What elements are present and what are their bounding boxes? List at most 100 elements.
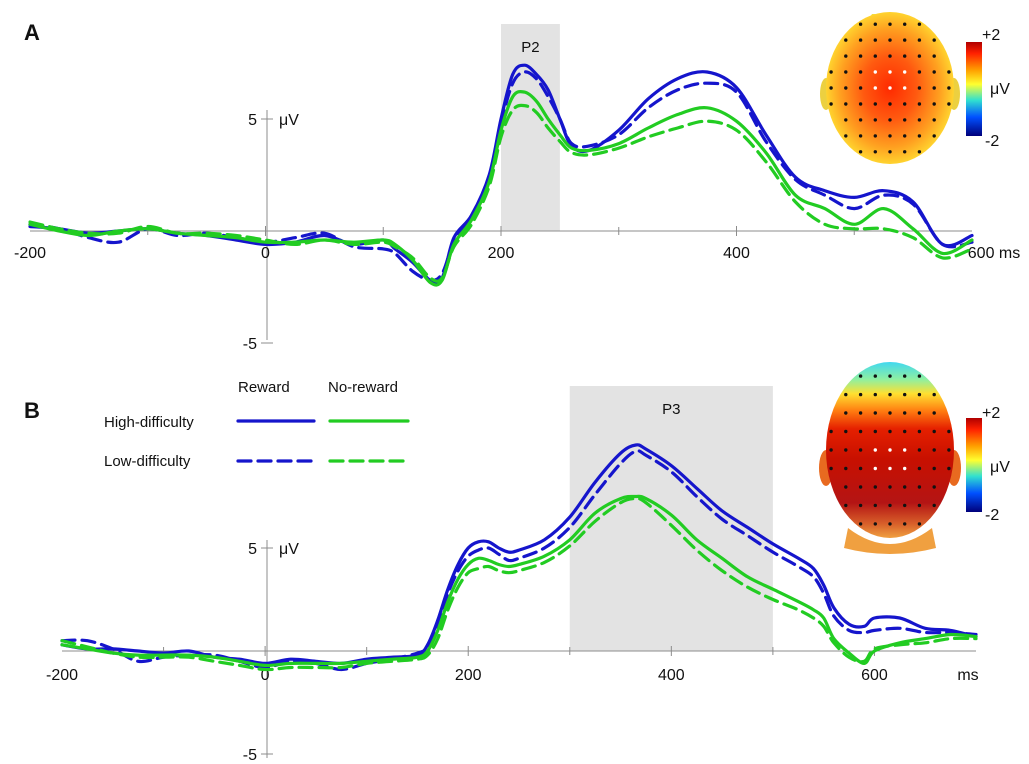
colorbar-b: [966, 418, 982, 512]
electrode: [858, 429, 863, 434]
electrode: [873, 38, 877, 42]
legend: Reward No-reward High-difficulty Low-dif…: [104, 379, 410, 470]
electrode: [873, 22, 877, 26]
p2-window-shade: [501, 24, 560, 231]
colorbar-b-min: -2: [985, 507, 999, 524]
electrode: [888, 522, 892, 526]
electrode: [917, 86, 922, 90]
electrode: [917, 22, 922, 26]
electrode: [888, 503, 892, 508]
legend-col-reward: Reward: [238, 379, 290, 396]
electrode: [844, 448, 848, 452]
electrode: [829, 102, 833, 106]
x-tick-label: 400: [658, 667, 685, 684]
electrode: [844, 429, 848, 434]
electrode: [932, 411, 936, 415]
electrode: [873, 392, 877, 397]
electrode: [888, 22, 892, 26]
electrode: [903, 485, 907, 489]
panel-a-y-unit: μV: [279, 112, 299, 129]
electrode: [903, 134, 907, 138]
x-tick-label: -200: [46, 667, 78, 684]
waveform-high-reward: [60, 443, 978, 666]
x-tick-label: 0: [261, 245, 270, 262]
legend-row-low: Low-difficulty: [104, 453, 191, 470]
electrode: [932, 503, 936, 508]
electrode-roi: [873, 70, 877, 74]
electrode: [917, 466, 922, 471]
electrode-roi: [888, 86, 892, 90]
electrode: [903, 411, 907, 415]
electrode-roi: [903, 466, 907, 471]
electrode: [932, 392, 936, 397]
electrode: [873, 429, 877, 434]
electrode: [829, 70, 833, 74]
electrode: [829, 466, 833, 471]
electrode: [932, 485, 936, 489]
panel-b-topomap: [819, 362, 961, 554]
electrode: [932, 86, 936, 90]
electrode: [903, 38, 907, 42]
p3-window-label: P3: [662, 401, 680, 418]
panel-b: B P3 -200 0 200 400 600 ms 5 -5 μV Reward No-r…: [24, 362, 1010, 764]
x-tick-label: 200: [455, 667, 482, 684]
electrode: [858, 392, 863, 397]
electrode: [858, 522, 863, 526]
panel-a-topomap: [820, 12, 960, 164]
electrode: [873, 134, 877, 138]
electrode: [844, 134, 848, 138]
electrode: [932, 429, 936, 434]
panel-b-waveforms: [60, 443, 978, 672]
electrode: [858, 102, 863, 106]
electrode: [873, 150, 877, 154]
colorbar-a-min: -2: [985, 133, 999, 150]
electrode: [917, 503, 922, 508]
electrode: [829, 429, 833, 434]
colorbar-b-max: +2: [982, 405, 1000, 422]
electrode: [947, 70, 951, 74]
electrode: [844, 70, 848, 74]
waveform-high-noreward: [60, 494, 978, 668]
x-tick-label: 0: [261, 667, 270, 684]
electrode: [917, 150, 922, 154]
panel-b-y-unit: μV: [279, 541, 299, 558]
electrode: [888, 54, 892, 58]
electrode: [858, 54, 863, 58]
electrode: [888, 374, 892, 378]
electrode: [888, 429, 892, 434]
electrode: [932, 466, 936, 471]
electrode: [873, 485, 877, 489]
electrode: [858, 503, 863, 508]
electrode: [903, 118, 907, 122]
electrode-roi: [903, 86, 907, 90]
electrode: [917, 134, 922, 138]
electrode: [917, 374, 922, 378]
electrode: [917, 102, 922, 106]
electrode: [829, 86, 833, 90]
electrode: [844, 102, 848, 106]
electrode: [844, 38, 848, 42]
electrode: [932, 118, 936, 122]
x-tick-label: 600: [861, 667, 888, 684]
electrode-roi: [873, 86, 877, 90]
electrode: [888, 102, 892, 106]
y-tick-label: 5: [248, 112, 257, 129]
electrode: [947, 429, 951, 434]
electrode: [844, 466, 848, 471]
electrode: [917, 118, 922, 122]
electrode: [858, 485, 863, 489]
electrode: [947, 86, 951, 90]
electrode: [858, 22, 863, 26]
electrode: [888, 150, 892, 154]
electrode-roi: [888, 448, 892, 452]
electrode: [888, 134, 892, 138]
x-tick-label: 400: [723, 245, 750, 262]
electrode: [858, 86, 863, 90]
electrode: [932, 54, 936, 58]
electrode-roi: [888, 70, 892, 74]
electrode: [873, 411, 877, 415]
panel-b-x-ticks: -200 0 200 400 600 ms: [46, 646, 979, 684]
electrode: [903, 392, 907, 397]
panel-a-x-ticks: -200 0 200 400 600 ms: [14, 226, 1020, 262]
